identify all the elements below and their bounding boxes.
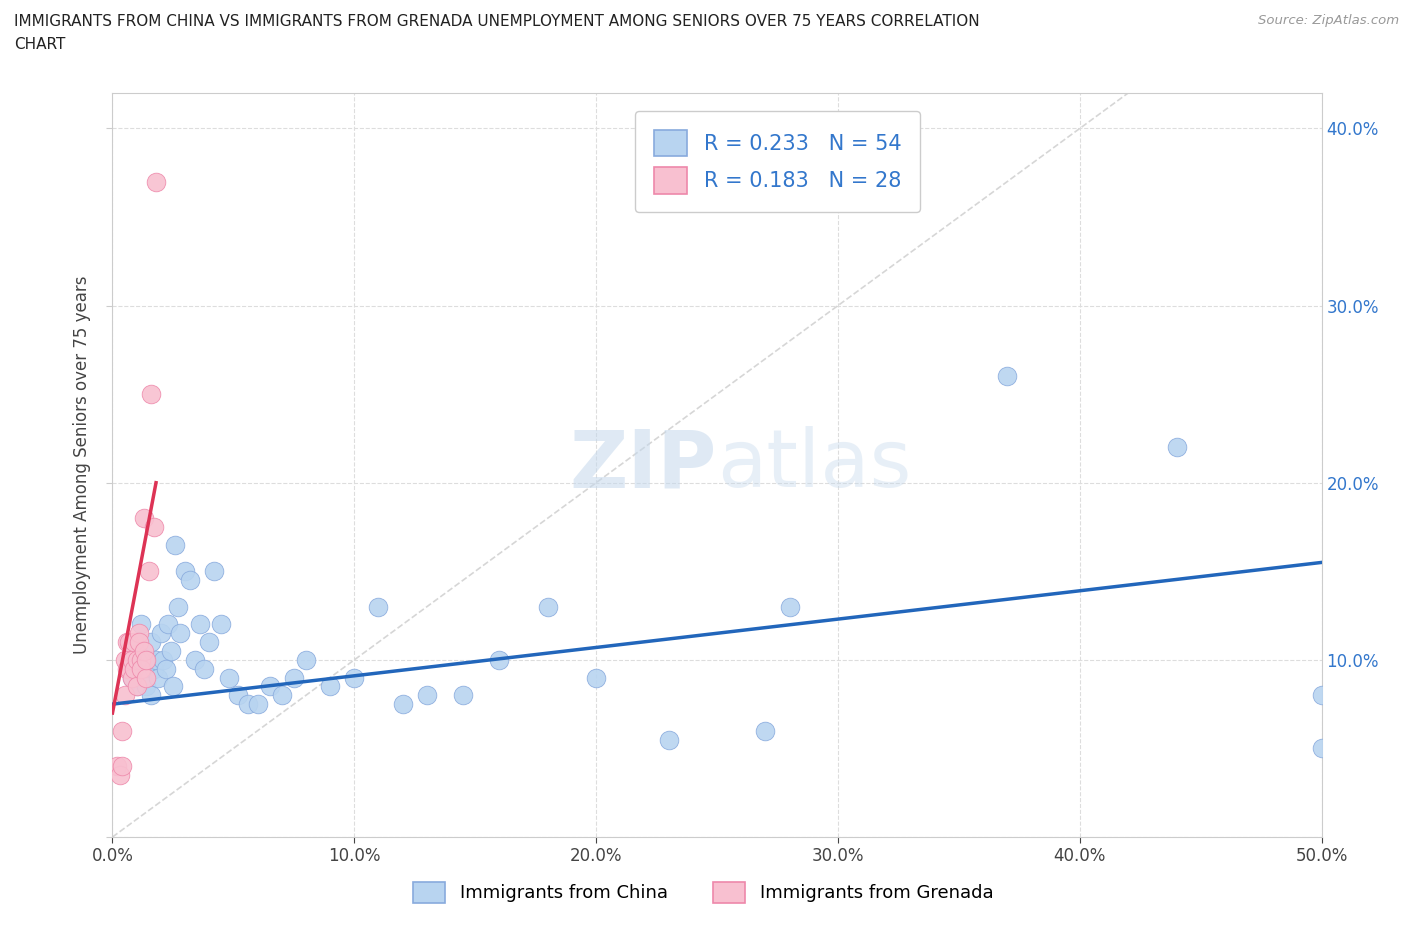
Point (169, 626, 191, 641)
Point (343, 671, 366, 685)
Point (155, 661, 177, 676)
Legend: R = 0.233   N = 54, R = 0.183   N = 28: R = 0.233 N = 54, R = 0.183 N = 28 (636, 111, 920, 212)
Point (131, 617, 153, 631)
Point (135, 671, 157, 685)
Point (236, 697, 259, 711)
Text: CHART: CHART (14, 37, 66, 52)
Point (118, 661, 141, 676)
Point (451, 688, 474, 703)
Point (111, 724, 134, 738)
Text: IMMIGRANTS FROM CHINA VS IMMIGRANTS FROM GRENADA UNEMPLOYMENT AMONG SENIORS OVER: IMMIGRANTS FROM CHINA VS IMMIGRANTS FROM… (14, 14, 980, 29)
Point (166, 599, 188, 614)
Point (148, 671, 170, 685)
Point (188, 617, 211, 631)
Point (283, 671, 305, 685)
Point (138, 653, 160, 668)
Point (125, 679, 148, 694)
Point (995, 369, 1018, 384)
Point (125, 634, 148, 649)
Point (1310, 741, 1333, 756)
Point (128, 626, 150, 641)
Point (295, 653, 318, 668)
Legend: Immigrants from China, Immigrants from Grenada: Immigrants from China, Immigrants from G… (404, 872, 1002, 911)
Point (537, 599, 560, 614)
Point (585, 671, 607, 685)
Point (132, 511, 155, 525)
Point (115, 634, 138, 649)
Point (131, 653, 153, 668)
Point (125, 679, 148, 694)
Point (142, 520, 165, 535)
Point (105, 759, 128, 774)
Point (391, 697, 413, 711)
Point (132, 661, 155, 676)
Point (122, 661, 145, 676)
Point (118, 634, 141, 649)
Point (149, 626, 172, 641)
Point (122, 634, 145, 649)
Point (202, 564, 225, 578)
Point (658, 732, 681, 747)
Point (141, 387, 163, 402)
Point (114, 653, 136, 668)
Point (121, 653, 143, 668)
Point (142, 661, 165, 676)
Point (145, 653, 167, 668)
Point (157, 617, 180, 631)
Point (108, 767, 131, 782)
Point (1310, 688, 1333, 703)
Point (145, 174, 167, 189)
Point (198, 634, 221, 649)
Point (367, 599, 389, 614)
Point (1166, 440, 1188, 455)
Point (159, 644, 181, 658)
Point (121, 671, 143, 685)
Point (162, 679, 184, 694)
Point (179, 573, 201, 588)
Point (131, 661, 153, 676)
Point (209, 617, 232, 631)
Point (754, 724, 776, 738)
Point (488, 653, 510, 668)
Point (319, 679, 342, 694)
Point (218, 671, 240, 685)
Point (141, 634, 163, 649)
Point (114, 688, 136, 703)
Point (174, 564, 197, 578)
Point (246, 697, 269, 711)
Point (152, 653, 174, 668)
Point (135, 653, 157, 668)
Text: Source: ZipAtlas.com: Source: ZipAtlas.com (1258, 14, 1399, 27)
Point (779, 599, 801, 614)
Point (132, 644, 155, 658)
Point (226, 688, 249, 703)
Point (121, 671, 143, 685)
Y-axis label: Unemployment Among Seniors over 75 years: Unemployment Among Seniors over 75 years (73, 276, 91, 654)
Point (131, 653, 153, 668)
Point (416, 688, 439, 703)
Point (128, 634, 150, 649)
Point (111, 759, 134, 774)
Point (270, 688, 292, 703)
Text: ZIP: ZIP (569, 426, 717, 504)
Point (125, 653, 148, 668)
Point (193, 661, 215, 676)
Point (138, 564, 160, 578)
Point (141, 688, 163, 703)
Point (135, 679, 157, 694)
Point (115, 661, 138, 676)
Text: atlas: atlas (717, 426, 911, 504)
Point (165, 538, 187, 552)
Point (259, 679, 281, 694)
Point (183, 653, 205, 668)
